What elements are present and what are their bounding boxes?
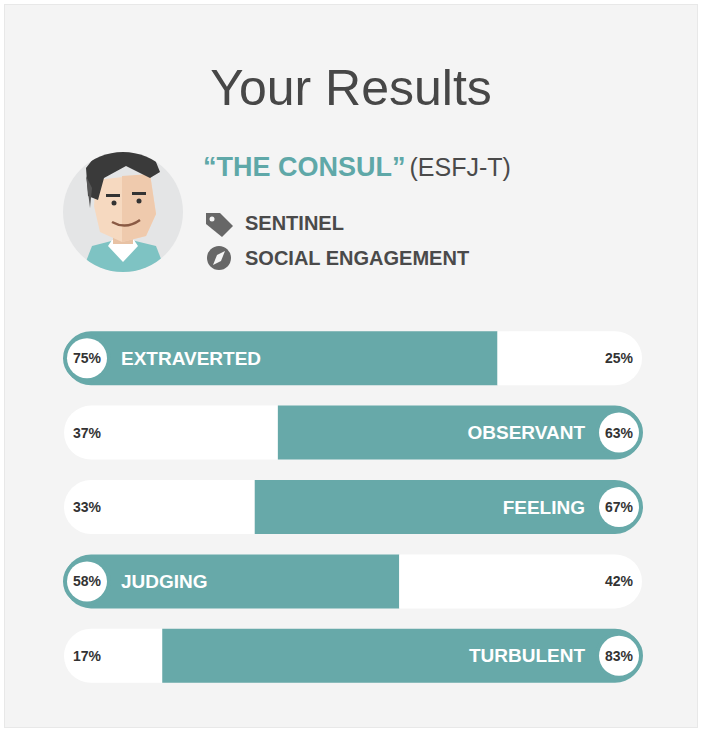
svg-text:58%: 58% <box>73 573 102 589</box>
html-text:Your Results: Your Results <box>210 60 492 116</box>
svg-text:FEELING: FEELING <box>503 497 585 518</box>
svg-text:OBSERVANT: OBSERVANT <box>467 422 585 443</box>
html-text:SOCIAL ENGAGEMENT: SOCIAL ENGAGEMENT <box>245 247 470 269</box>
svg-text:33%: 33% <box>73 499 102 515</box>
svg-text:83%: 83% <box>605 648 634 664</box>
svg-text:75%: 75% <box>73 350 102 366</box>
svg-text:EXTRAVERTED: EXTRAVERTED <box>121 348 261 369</box>
svg-text:37%: 37% <box>73 425 102 441</box>
svg-text:42%: 42% <box>605 573 634 589</box>
html-text:SENTINEL: SENTINEL <box>245 212 344 234</box>
svg-text:TURBULENT: TURBULENT <box>469 645 585 666</box>
svg-text:17%: 17% <box>73 648 102 664</box>
html-text:“THE CONSUL” (ESFJ-T): “THE CONSUL” (ESFJ-T) <box>203 152 511 182</box>
svg-text:JUDGING: JUDGING <box>121 571 208 592</box>
svg-text:25%: 25% <box>605 350 634 366</box>
svg-text:63%: 63% <box>605 425 634 441</box>
svg-text:67%: 67% <box>605 499 634 515</box>
